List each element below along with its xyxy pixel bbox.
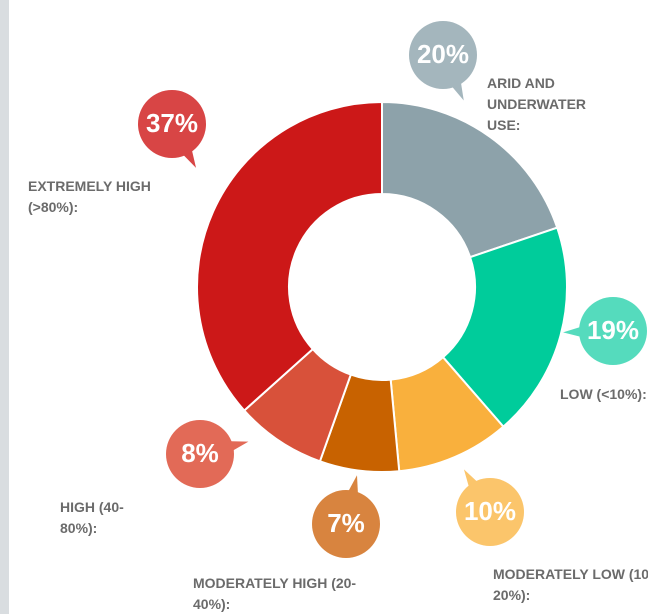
value-label: 19% bbox=[587, 315, 639, 345]
value-label: 20% bbox=[417, 39, 469, 69]
value-label: 7% bbox=[327, 508, 365, 538]
bubble bbox=[312, 490, 380, 558]
bubble bbox=[456, 478, 524, 546]
donut-segment bbox=[441, 226, 568, 429]
value-label: 8% bbox=[181, 438, 219, 468]
value-label: 10% bbox=[464, 496, 516, 526]
category-label: MODERATELY LOW (10-20%): bbox=[493, 566, 648, 603]
left-border bbox=[0, 0, 9, 614]
bubble bbox=[409, 21, 477, 89]
value-label: 37% bbox=[146, 108, 198, 138]
category-label: MODERATELY HIGH (20-40%): bbox=[193, 575, 357, 612]
bubble bbox=[166, 420, 234, 488]
category-label: HIGH (40-80%): bbox=[60, 499, 124, 536]
bubble bbox=[138, 90, 206, 158]
category-label: ARID AND UNDERWATER USE: bbox=[487, 75, 587, 133]
donut-segment bbox=[381, 100, 559, 259]
bubble bbox=[579, 297, 647, 365]
category-label: EXTREMELY HIGH (>80%): bbox=[28, 178, 151, 215]
donut-segment bbox=[196, 100, 383, 412]
category-label: LOW (<10%): bbox=[560, 386, 647, 402]
